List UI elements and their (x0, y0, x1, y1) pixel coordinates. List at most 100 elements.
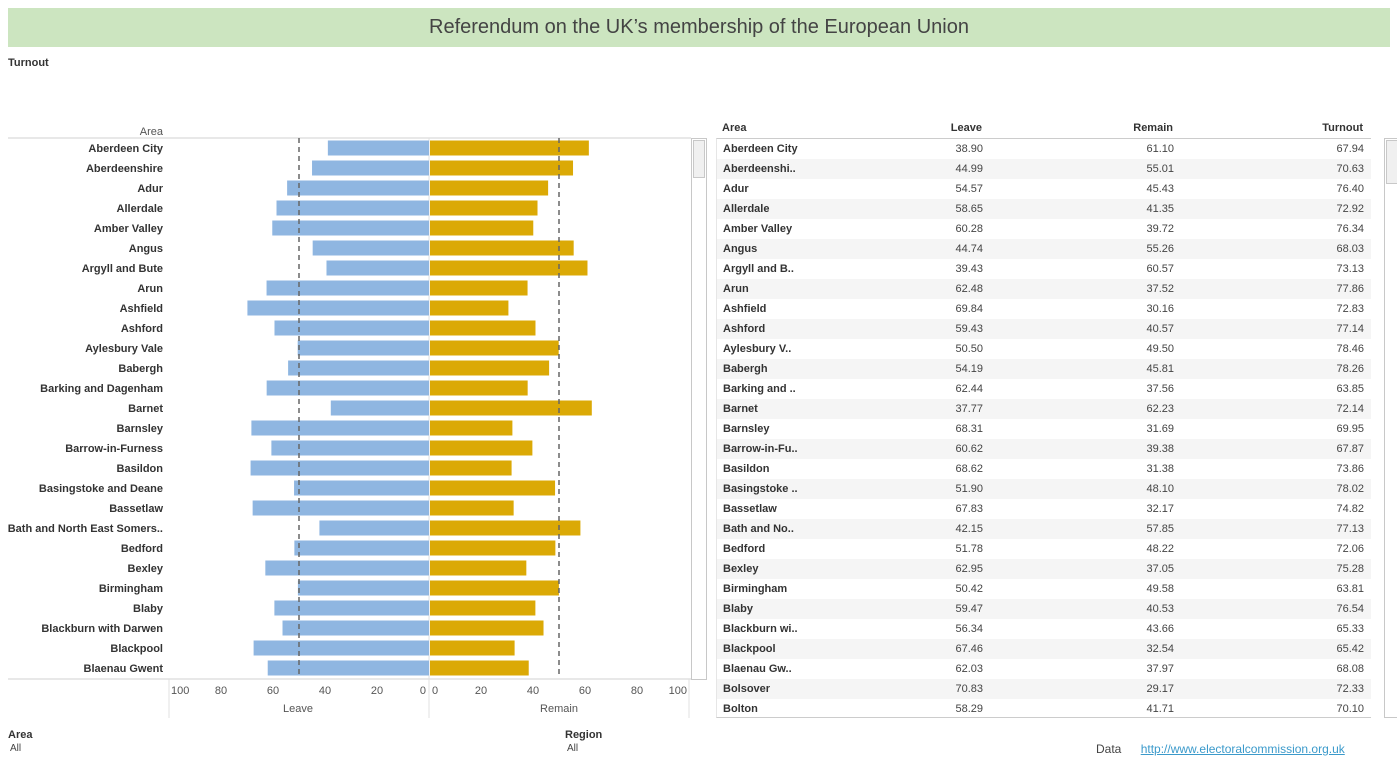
remain-bar (430, 260, 588, 276)
table-row[interactable]: Blackburn wi.. 56.34 43.66 65.33 (717, 619, 1371, 639)
table-row[interactable]: Argyll and B.. 39.43 60.57 73.13 (717, 259, 1371, 279)
cell-area: Aberdeenshi.. (723, 163, 796, 175)
region-filter-value[interactable]: All (567, 743, 579, 754)
row-label: Ashfield (120, 303, 163, 315)
cell-leave: 39.43 (955, 263, 983, 275)
cell-turnout: 72.06 (1336, 543, 1364, 555)
cell-turnout: 77.14 (1336, 323, 1364, 335)
table-row[interactable]: Babergh 54.19 45.81 78.26 (717, 359, 1371, 379)
table-row[interactable]: Bath and No.. 42.15 57.85 77.13 (717, 519, 1371, 539)
column-header-area[interactable]: Area (722, 122, 747, 134)
cell-area: Ashford (723, 323, 766, 335)
cell-remain: 62.23 (1146, 403, 1174, 415)
cell-turnout: 70.10 (1336, 703, 1364, 715)
table-row[interactable]: Basingstoke .. 51.90 48.10 78.02 (717, 479, 1371, 499)
table-row[interactable]: Basildon 68.62 31.38 73.86 (717, 459, 1371, 479)
chart-scrollbar-thumb[interactable] (693, 140, 705, 178)
table-scrollbar[interactable] (1384, 138, 1397, 718)
table-row[interactable]: Aylesbury V.. 50.50 49.50 78.46 (717, 339, 1371, 359)
leave-bar (294, 480, 429, 496)
cell-leave: 60.62 (955, 443, 983, 455)
cell-area: Bolton (723, 703, 758, 715)
remain-bar (430, 300, 509, 316)
table-row[interactable]: Adur 54.57 45.43 76.40 (717, 179, 1371, 199)
cell-leave: 44.99 (955, 163, 983, 175)
cell-turnout: 68.08 (1336, 663, 1364, 675)
remain-axis-title: Remain (540, 703, 578, 715)
table-row[interactable]: Aberdeenshi.. 44.99 55.01 70.63 (717, 159, 1371, 179)
chart-scrollbar[interactable] (691, 138, 707, 680)
area-filter-value[interactable]: All (10, 743, 22, 754)
cell-remain: 49.50 (1146, 343, 1174, 355)
chart-rows: Aberdeen City Aberdeenshire Adur Allerdale A… (8, 138, 592, 678)
remain-bar (430, 660, 529, 676)
table-row[interactable]: Blaenau Gw.. 62.03 37.97 68.08 (717, 659, 1371, 679)
cell-remain: 39.72 (1146, 223, 1174, 235)
table-row[interactable]: Barnet 37.77 62.23 72.14 (717, 399, 1371, 419)
table-row[interactable]: Barnsley 68.31 31.69 69.95 (717, 419, 1371, 439)
cell-area: Argyll and B.. (723, 263, 794, 275)
cell-remain: 31.69 (1146, 423, 1174, 435)
table-row[interactable]: Amber Valley 60.28 39.72 76.34 (717, 219, 1371, 239)
cell-turnout: 63.85 (1336, 383, 1364, 395)
row-label: Barnet (128, 403, 163, 415)
remain-bar (430, 560, 527, 576)
cell-remain: 57.85 (1146, 523, 1174, 535)
area-filter-title: Area (8, 729, 33, 741)
table-row[interactable]: Bedford 51.78 48.22 72.06 (717, 539, 1371, 559)
cell-turnout: 72.92 (1336, 203, 1364, 215)
cell-turnout: 73.86 (1336, 463, 1364, 475)
row-label: Blaenau Gwent (84, 663, 164, 675)
remain-bar (430, 140, 589, 156)
cell-leave: 54.57 (955, 183, 983, 195)
cell-turnout: 76.54 (1336, 603, 1364, 615)
cell-remain: 31.38 (1146, 463, 1174, 475)
cell-leave: 51.90 (955, 483, 983, 495)
cell-area: Barnet (723, 403, 758, 415)
leave-bar (297, 580, 429, 596)
table-row[interactable]: Barking and .. 62.44 37.56 63.85 (717, 379, 1371, 399)
table-row[interactable]: Birmingham 50.42 49.58 63.81 (717, 579, 1371, 599)
column-header-remain[interactable]: Remain (1133, 122, 1173, 134)
cell-leave: 67.83 (955, 503, 983, 515)
table-scrollbar-thumb[interactable] (1386, 140, 1397, 184)
table-row[interactable]: Barrow-in-Fu.. 60.62 39.38 67.87 (717, 439, 1371, 459)
row-label: Barrow-in-Furness (65, 443, 163, 455)
cell-area: Bedford (723, 543, 766, 555)
table-row[interactable]: Aberdeen City 38.90 61.10 67.94 (717, 139, 1371, 159)
cell-leave: 51.78 (955, 543, 983, 555)
table-row[interactable]: Bassetlaw 67.83 32.17 74.82 (717, 499, 1371, 519)
cell-area: Bexley (723, 563, 759, 575)
cell-remain: 32.17 (1146, 503, 1174, 515)
row-label: Blackpool (110, 643, 163, 655)
leave-bar (326, 260, 429, 276)
table-row[interactable]: Bolsover 70.83 29.17 72.33 (717, 679, 1371, 699)
leave-tick-label: 80 (215, 685, 227, 697)
remain-bar (430, 200, 538, 216)
cell-remain: 41.71 (1146, 703, 1174, 715)
row-label: Argyll and Bute (82, 263, 163, 275)
table-row[interactable]: Angus 44.74 55.26 68.03 (717, 239, 1371, 259)
table-row[interactable]: Bolton 58.29 41.71 70.10 (717, 699, 1371, 717)
table-row[interactable]: Bexley 62.95 37.05 75.28 (717, 559, 1371, 579)
table-row[interactable]: Blackpool 67.46 32.54 65.42 (717, 639, 1371, 659)
remain-bar (430, 380, 528, 396)
row-label: Bedford (121, 543, 163, 555)
table-row[interactable]: Blaby 59.47 40.53 76.54 (717, 599, 1371, 619)
leave-axis-title: Leave (283, 703, 313, 715)
cell-leave: 50.42 (955, 583, 983, 595)
cell-remain: 32.54 (1146, 643, 1174, 655)
table-row[interactable]: Allerdale 58.65 41.35 72.92 (717, 199, 1371, 219)
table-row[interactable]: Ashford 59.43 40.57 77.14 (717, 319, 1371, 339)
table-row[interactable]: Arun 62.48 37.52 77.86 (717, 279, 1371, 299)
remain-bar (430, 460, 512, 476)
column-header-leave[interactable]: Leave (950, 122, 982, 134)
cell-leave: 62.44 (955, 383, 983, 395)
diverging-bar-chart: Area Aberdeen City Aberdeenshire Adur Aller… (8, 122, 708, 722)
cell-leave: 68.62 (955, 463, 983, 475)
cell-leave: 58.29 (955, 703, 983, 715)
table-row[interactable]: Ashfield 69.84 30.16 72.83 (717, 299, 1371, 319)
remain-bar (430, 360, 550, 376)
data-source-link[interactable]: http://www.electoralcommission.org.uk (1140, 742, 1345, 756)
column-header-turnout[interactable]: Turnout (1322, 122, 1363, 134)
